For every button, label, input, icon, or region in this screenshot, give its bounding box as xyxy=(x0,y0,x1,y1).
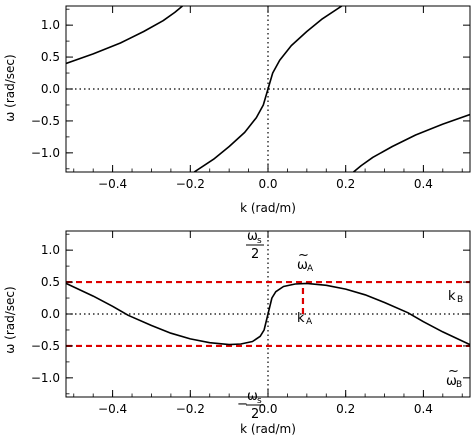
omega-b-symbol: ω xyxy=(446,374,457,389)
top-curve-0 xyxy=(66,6,184,65)
bottom-y-tick-label: −1.0 xyxy=(31,371,60,385)
top-y-tick-label: 0.0 xyxy=(41,82,60,96)
bottom-x-tick-label: −0.4 xyxy=(98,402,127,416)
top-x-tick-label: 0.2 xyxy=(336,177,355,191)
omega-s-over-2-top-label: ω s 2 xyxy=(246,229,264,262)
top-curve-1 xyxy=(193,6,343,172)
top-panel: −0.4 −0.2 0.0 0.2 0.4 −1.0 −0.5 0.0 0.5 1.0 k (ra… xyxy=(3,5,471,215)
omega-s-top-denominator: 2 xyxy=(251,247,259,262)
omega-a-symbol: ω xyxy=(297,258,308,273)
omega-b-tilde: ~ xyxy=(448,364,459,379)
bottom-curve-0 xyxy=(66,282,470,346)
k-a-label: k A xyxy=(297,311,313,327)
bottom-x-axis-label: k (rad/m) xyxy=(240,422,296,436)
bottom-x-tick-label: 0.4 xyxy=(414,402,433,416)
top-x-tick-label: 0.0 xyxy=(258,177,277,191)
bottom-x-tick-label: 0.2 xyxy=(336,402,355,416)
bottom-panel: −0.4 −0.2 0.0 0.2 0.4−1.0−0.50.00.51.0 ω s 2… xyxy=(3,229,471,436)
top-y-axis-label: ω (rad/sec) xyxy=(3,54,17,121)
omega-a-tilde: ~ xyxy=(298,248,309,263)
k-b-symbol: k xyxy=(448,289,456,304)
minus-omega-s-over-2-bottom-label: − ω s 2 xyxy=(237,389,264,422)
omega-tilde-a-label: ~ ω A xyxy=(297,248,314,274)
omega-s-bottom-symbol: ω xyxy=(247,389,258,404)
k-a-symbol: k xyxy=(297,311,305,326)
top-y-tick-label: 0.5 xyxy=(41,50,60,64)
bottom-y-axis-label: ω (rad/sec) xyxy=(3,286,17,353)
top-x-axis-label: k (rad/m) xyxy=(240,201,296,215)
omega-s-top-symbol: ω xyxy=(247,229,258,244)
omega-tilde-b-label: ~ ω B xyxy=(446,364,462,390)
omega-a-subscript: A xyxy=(307,264,314,274)
top-y-tick-label: 1.0 xyxy=(41,18,60,32)
top-y-tick-label: −0.5 xyxy=(31,114,60,128)
top-x-tick-label: 0.4 xyxy=(414,177,433,191)
omega-s-top-subscript: s xyxy=(257,236,262,246)
bottom-y-tick-label: 1.0 xyxy=(41,243,60,257)
top-x-tick-label: −0.2 xyxy=(176,177,205,191)
bottom-y-tick-label: −0.5 xyxy=(31,339,60,353)
top-y-tick-label: −1.0 xyxy=(31,146,60,160)
bottom-plot-area: −0.4 −0.2 0.0 0.2 0.4−1.0−0.50.00.51.0 xyxy=(31,230,471,416)
top-x-tick-label: −0.4 xyxy=(98,177,127,191)
omega-s-bottom-subscript: s xyxy=(257,396,262,406)
bottom-x-tick-label: −0.2 xyxy=(176,402,205,416)
omega-s-bottom-minus: − xyxy=(237,397,248,412)
top-curve-2 xyxy=(352,113,470,172)
omega-b-subscript: B xyxy=(456,380,462,390)
k-b-label: k B xyxy=(448,289,463,305)
top-plot-area: −0.4 −0.2 0.0 0.2 0.4 −1.0 −0.5 0.0 0.5 1.0 xyxy=(31,5,471,191)
bottom-y-tick-label: 0.5 xyxy=(41,275,60,289)
bottom-y-tick-label: 0.0 xyxy=(41,307,60,321)
omega-s-bottom-denominator: 2 xyxy=(251,407,259,422)
k-b-subscript: B xyxy=(457,295,463,305)
k-a-subscript: A xyxy=(306,317,313,327)
